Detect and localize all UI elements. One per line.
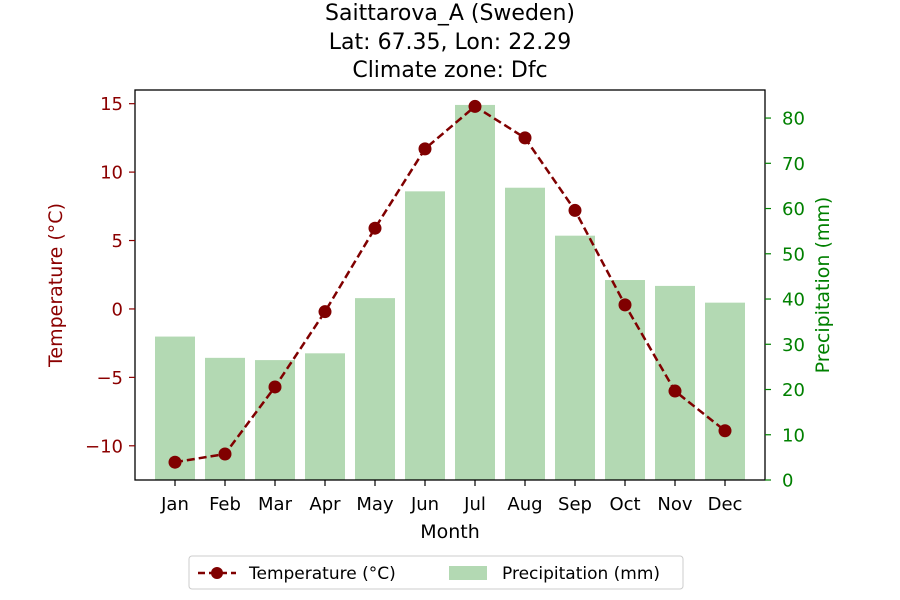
y-axis-left-label: Temperature (°C) — [45, 203, 67, 368]
x-tick-label-sep: Sep — [558, 494, 592, 515]
y-left-tick-label: −10 — [85, 436, 123, 457]
y-axis-right-label: Precipitation (mm) — [812, 197, 834, 374]
y-left-tick-label: 5 — [112, 231, 123, 252]
legend-temperature-label: Temperature (°C) — [248, 564, 396, 584]
precipitation-bar-jun — [405, 191, 445, 480]
legend-temperature-marker — [211, 567, 223, 579]
y-right-tick-label: 20 — [782, 380, 805, 401]
legend: Temperature (°C) Precipitation (mm) — [188, 555, 684, 590]
axes — [134, 89, 766, 481]
x-tick-label-nov: Nov — [657, 494, 692, 515]
precipitation-bar-aug — [505, 187, 545, 481]
ticks: −10 −5 0 5 10 15 0 10 20 30 40 50 60 70 80 Jan Feb Mar Apr… — [85, 94, 805, 515]
legend-box — [188, 555, 684, 590]
x-tick-label-dec: Dec — [708, 494, 743, 515]
precipitation-bar-may — [355, 298, 395, 480]
y-right-tick-label: 50 — [782, 244, 805, 265]
y-right-tick-label: 70 — [782, 154, 805, 175]
title-line-3: Climate zone: Dfc — [352, 58, 547, 83]
temperature-point-apr — [318, 305, 332, 319]
temperature-point-oct — [618, 298, 632, 312]
precipitation-bar-apr — [305, 353, 345, 480]
temperature-point-feb — [218, 447, 232, 461]
plot-frame — [134, 89, 766, 481]
y-right-tick-label: 80 — [782, 109, 805, 130]
title-line-1: Saittarova_A (Sweden) — [325, 1, 575, 26]
temperature-point-aug — [518, 131, 532, 145]
precipitation-bar-feb — [205, 357, 245, 480]
x-tick-label-apr: Apr — [309, 494, 341, 515]
temperature-point-jan — [168, 455, 182, 469]
y-right-tick-label: 60 — [782, 199, 805, 220]
temperature-point-mar — [268, 380, 282, 394]
precipitation-bar-jul — [455, 104, 495, 481]
temperature-line — [168, 99, 732, 469]
y-right-tick-label: 40 — [782, 290, 805, 311]
y-left-tick-label: 0 — [112, 299, 123, 320]
x-tick-label-jun: Jun — [410, 494, 439, 515]
y-right-tick-label: 30 — [782, 335, 805, 356]
precipitation-bar-nov — [655, 285, 695, 480]
y-left-tick-label: −5 — [96, 368, 123, 389]
precipitation-bar-dec — [705, 302, 745, 480]
x-tick-label-jan: Jan — [160, 494, 189, 515]
x-tick-label-jul: Jul — [463, 494, 486, 515]
y-left-tick-label: 10 — [100, 163, 123, 184]
x-tick-label-may: May — [356, 494, 394, 515]
precipitation-bar-oct — [605, 280, 645, 480]
x-axis-label: Month — [420, 521, 480, 543]
chart-title: Saittarova_A (Sweden) Lat: 67.35, Lon: 2… — [325, 1, 575, 83]
y-right-tick-label: 10 — [782, 425, 805, 446]
precipitation-bar-sep — [555, 235, 595, 480]
precipitation-bars — [155, 104, 745, 481]
y-right-tick-label: 0 — [782, 471, 793, 492]
x-tick-label-aug: Aug — [507, 494, 542, 515]
temperature-point-nov — [668, 384, 682, 398]
precipitation-bar-mar — [255, 360, 295, 480]
title-line-2: Lat: 67.35, Lon: 22.29 — [329, 30, 571, 55]
x-tick-label-oct: Oct — [609, 494, 640, 515]
temperature-point-may — [368, 221, 382, 235]
temperature-point-dec — [718, 424, 732, 438]
x-tick-label-mar: Mar — [258, 494, 293, 515]
legend-precipitation-swatch — [449, 566, 487, 580]
y-left-tick-label: 15 — [100, 94, 123, 115]
temperature-series-line — [174, 104, 726, 464]
temperature-point-jul — [468, 99, 482, 113]
x-tick-label-feb: Feb — [209, 494, 241, 515]
legend-precipitation-label: Precipitation (mm) — [502, 564, 660, 584]
temperature-point-sep — [568, 203, 582, 217]
temperature-point-jun — [418, 142, 432, 156]
